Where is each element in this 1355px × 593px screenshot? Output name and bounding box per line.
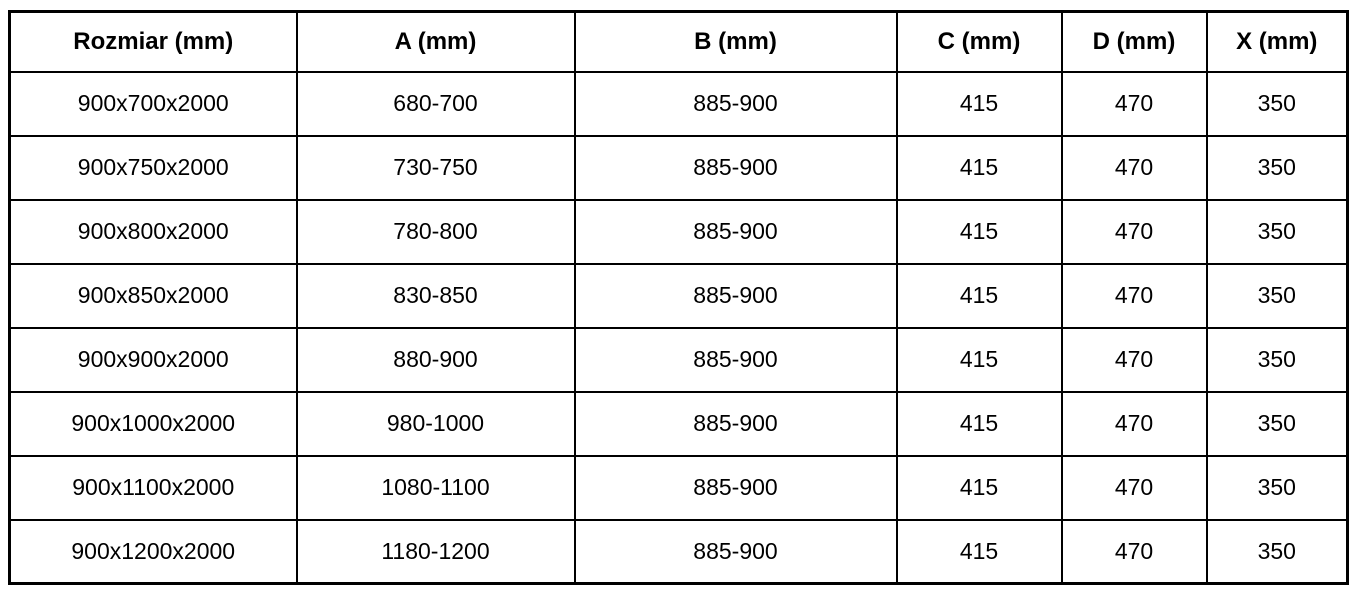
cell-x: 350 [1205, 134, 1349, 201]
cell-c: 415 [895, 70, 1063, 137]
cell-b: 885-900 [573, 134, 898, 201]
table-row: 900x800x2000 780-800 885-900 415 470 350 [8, 198, 1349, 265]
cell-d: 470 [1060, 326, 1208, 393]
cell-b: 885-900 [573, 262, 898, 329]
table-row: 900x900x2000 880-900 885-900 415 470 350 [8, 326, 1349, 393]
cell-c: 415 [895, 262, 1063, 329]
cell-a: 680-700 [295, 70, 576, 137]
cell-a: 880-900 [295, 326, 576, 393]
cell-a: 780-800 [295, 198, 576, 265]
cell-rozmiar: 900x1100x2000 [8, 454, 298, 521]
cell-b: 885-900 [573, 518, 898, 585]
table-row: 900x1200x2000 1180-1200 885-900 415 470 … [8, 518, 1349, 585]
cell-rozmiar: 900x850x2000 [8, 262, 298, 329]
cell-x: 350 [1205, 518, 1349, 585]
cell-x: 350 [1205, 390, 1349, 457]
column-header-x: X (mm) [1205, 10, 1349, 73]
cell-b: 885-900 [573, 198, 898, 265]
cell-a: 1180-1200 [295, 518, 576, 585]
cell-a: 730-750 [295, 134, 576, 201]
cell-b: 885-900 [573, 326, 898, 393]
cell-c: 415 [895, 518, 1063, 585]
cell-rozmiar: 900x1200x2000 [8, 518, 298, 585]
column-header-d: D (mm) [1060, 10, 1208, 73]
cell-x: 350 [1205, 70, 1349, 137]
table-row: 900x850x2000 830-850 885-900 415 470 350 [8, 262, 1349, 329]
cell-a: 980-1000 [295, 390, 576, 457]
cell-c: 415 [895, 454, 1063, 521]
table-row: 900x1000x2000 980-1000 885-900 415 470 3… [8, 390, 1349, 457]
cell-c: 415 [895, 134, 1063, 201]
cell-rozmiar: 900x800x2000 [8, 198, 298, 265]
cell-d: 470 [1060, 518, 1208, 585]
cell-d: 470 [1060, 390, 1208, 457]
column-header-c: C (mm) [895, 10, 1063, 73]
cell-d: 470 [1060, 134, 1208, 201]
cell-x: 350 [1205, 454, 1349, 521]
table-header-row: Rozmiar (mm) A (mm) B (mm) C (mm) D (mm)… [8, 10, 1349, 73]
column-header-a: A (mm) [295, 10, 576, 73]
cell-rozmiar: 900x750x2000 [8, 134, 298, 201]
cell-a: 830-850 [295, 262, 576, 329]
table-row: 900x1100x2000 1080-1100 885-900 415 470 … [8, 454, 1349, 521]
cell-x: 350 [1205, 326, 1349, 393]
cell-d: 470 [1060, 454, 1208, 521]
dimensions-table: Rozmiar (mm) A (mm) B (mm) C (mm) D (mm)… [8, 10, 1349, 585]
cell-d: 470 [1060, 262, 1208, 329]
table-row: 900x700x2000 680-700 885-900 415 470 350 [8, 70, 1349, 137]
cell-b: 885-900 [573, 70, 898, 137]
cell-c: 415 [895, 198, 1063, 265]
cell-rozmiar: 900x900x2000 [8, 326, 298, 393]
column-header-rozmiar: Rozmiar (mm) [8, 10, 298, 73]
cell-rozmiar: 900x1000x2000 [8, 390, 298, 457]
cell-a: 1080-1100 [295, 454, 576, 521]
column-header-b: B (mm) [573, 10, 898, 73]
cell-b: 885-900 [573, 454, 898, 521]
cell-d: 470 [1060, 70, 1208, 137]
table-row: 900x750x2000 730-750 885-900 415 470 350 [8, 134, 1349, 201]
cell-rozmiar: 900x700x2000 [8, 70, 298, 137]
cell-x: 350 [1205, 262, 1349, 329]
cell-b: 885-900 [573, 390, 898, 457]
cell-c: 415 [895, 390, 1063, 457]
cell-c: 415 [895, 326, 1063, 393]
cell-x: 350 [1205, 198, 1349, 265]
cell-d: 470 [1060, 198, 1208, 265]
